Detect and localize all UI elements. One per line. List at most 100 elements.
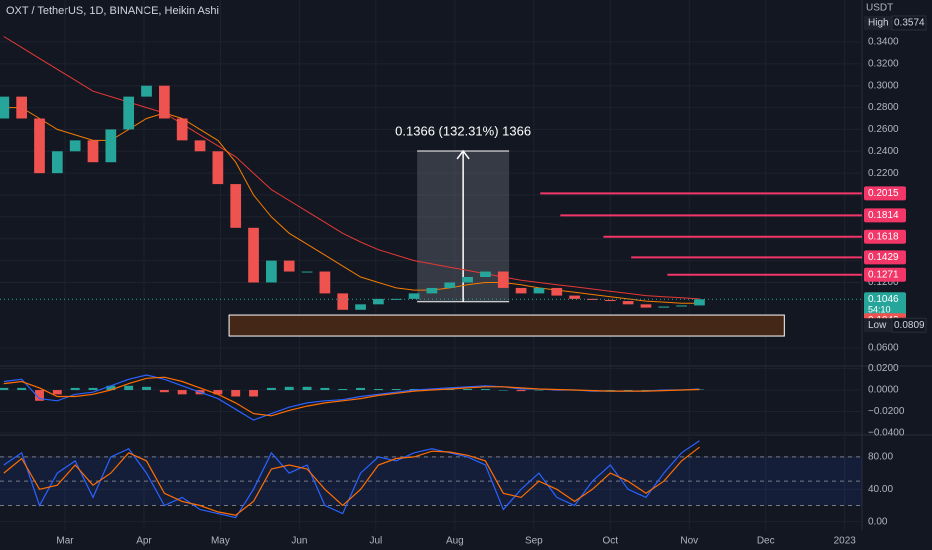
y-tick-label: 0.2400 [868, 146, 899, 157]
candle-body [176, 118, 188, 141]
candle-body [105, 129, 117, 163]
last-price: 0.1046 [868, 294, 899, 305]
histogram-bar [302, 386, 312, 391]
candle-body [16, 96, 28, 119]
chart-title: OXT / TetherUS, 1D, BINANCE, Heikin Ashi [6, 5, 219, 17]
y-tick-label: 0.0000 [868, 385, 899, 396]
histogram-bar [142, 386, 151, 391]
histogram-bar [516, 390, 526, 392]
band-fill [0, 456, 862, 506]
candle-body [283, 260, 295, 272]
candle-body [51, 151, 63, 174]
histogram-bar [88, 387, 98, 391]
histogram-bar [498, 390, 508, 391]
candle-body [533, 287, 545, 294]
candle-body [301, 271, 313, 273]
histogram-bar [373, 388, 383, 391]
histogram-bar [35, 390, 44, 401]
measure-label: 0.1366 (132.31%) 1366 [395, 123, 531, 138]
histogram-bar [52, 390, 62, 395]
histogram-bar [177, 390, 187, 395]
candle-body [248, 227, 259, 283]
level-tag [864, 186, 906, 201]
candle-body [640, 304, 652, 308]
candle-body [676, 305, 687, 307]
level-tag [864, 208, 906, 223]
histogram-bar [463, 388, 473, 391]
y-tick-label: 0.1200 [868, 277, 899, 288]
y-tick-label: 0.0200 [868, 363, 899, 374]
high-value: 0.3574 [894, 18, 925, 29]
y-tick-label: 0.3400 [868, 37, 899, 48]
x-tick-label: Sep [525, 536, 543, 547]
x-tick-label: Jul [369, 536, 382, 547]
candle-body [212, 151, 224, 185]
y-tick-label: 0.2600 [868, 124, 899, 135]
candle-body [604, 299, 616, 302]
y-tick-label: 40.00 [868, 484, 893, 495]
candle-body [230, 184, 242, 228]
level-tag [864, 250, 906, 265]
x-tick-label: Apr [136, 536, 152, 547]
candle-body [569, 295, 580, 299]
histogram-bar [534, 390, 544, 391]
candle-body [87, 140, 99, 163]
histogram-bar [284, 386, 294, 391]
candle-body [355, 304, 366, 310]
level-tag [864, 229, 906, 244]
y-tick-label: −0.0200 [868, 406, 905, 417]
measure-arrowhead [456, 149, 470, 160]
histogram-bar [641, 390, 651, 391]
currency: USDT [866, 3, 893, 14]
k-line [3, 440, 700, 519]
histogram-bar [480, 388, 490, 391]
level-label: 0.1271 [868, 269, 899, 280]
histogram-bar [106, 385, 116, 391]
low-tag [864, 318, 892, 333]
histogram-bar [623, 390, 633, 391]
histogram-bar [231, 390, 241, 397]
candle-body [551, 287, 563, 296]
histogram-bar [356, 387, 366, 391]
moving-average [3, 107, 700, 304]
x-tick-label: Dec [757, 536, 775, 547]
low-label: Low [868, 320, 887, 331]
level-label: 0.1618 [868, 231, 899, 242]
support-zone [228, 314, 785, 337]
candle-body [319, 271, 331, 294]
y-tick-label: 0.2800 [868, 102, 899, 113]
histogram-bar [338, 388, 348, 391]
candle-body [0, 96, 10, 119]
histogram-bar [320, 387, 330, 391]
y-tick-label: 0.3200 [868, 58, 899, 69]
histogram-bar [0, 387, 9, 391]
level-tag [864, 267, 906, 282]
candle-body [480, 271, 491, 278]
candle-body [694, 299, 705, 306]
y-tick-label: 0.3000 [868, 80, 899, 91]
candle-body [426, 287, 438, 294]
x-tick-label: Oct [603, 536, 619, 547]
candle-body [194, 140, 206, 152]
histogram-bar [213, 390, 223, 395]
candle-body [266, 260, 277, 283]
candle-body [408, 293, 420, 299]
histogram-bar [70, 387, 80, 391]
histogram-bar [159, 390, 169, 393]
candle-body [69, 140, 81, 152]
candle-body [337, 293, 349, 310]
candle-body [141, 85, 152, 97]
x-tick-label: Mar [56, 536, 74, 547]
candle-body [159, 85, 170, 119]
x-tick-label: Nov [680, 536, 698, 547]
x-tick-label: Jun [291, 536, 307, 547]
candle-body [123, 96, 135, 130]
d-line [3, 446, 700, 516]
high-label: High [868, 18, 889, 29]
high-tag [864, 15, 892, 30]
signal-line [3, 376, 700, 417]
y-tick-label: 0.0600 [868, 343, 899, 354]
candle-body [497, 271, 509, 288]
low-value: 0.0809 [894, 320, 925, 331]
